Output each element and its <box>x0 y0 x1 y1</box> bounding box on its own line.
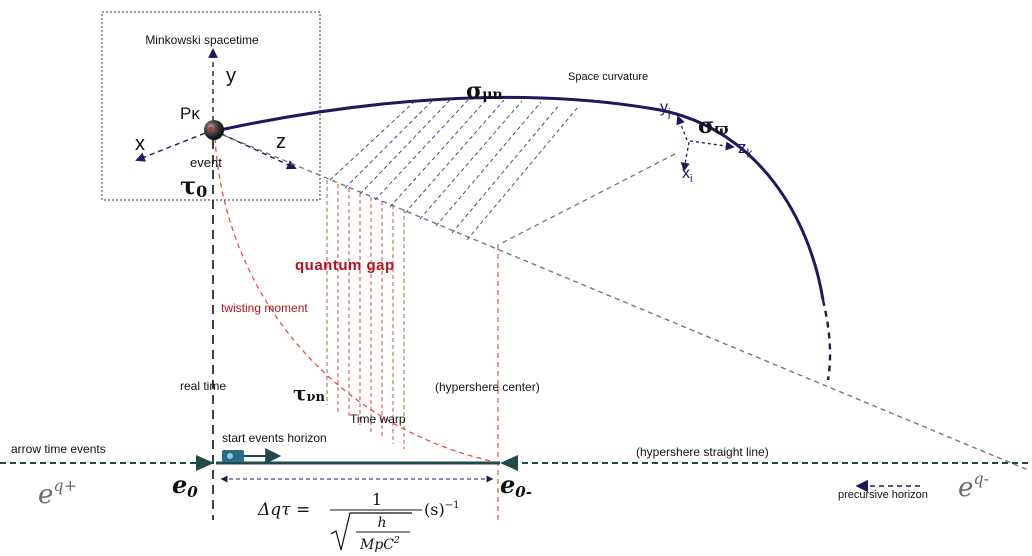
e-q-minus-label: eq- <box>958 469 989 503</box>
z-axis-line <box>212 129 297 170</box>
hypersphere-line-label: (hypershere straight line) <box>636 445 769 459</box>
time-warp-label: Time warp <box>350 412 406 426</box>
delta-q-tau-formula: Δqτ = 1 h MpC2 (s)−1 <box>257 490 459 553</box>
twisting-curve <box>214 137 501 464</box>
space-curvature-label: Space curvature <box>568 71 648 83</box>
formula-lhs: Δqτ = <box>257 500 310 520</box>
xi-axis-line <box>680 141 690 172</box>
space-curvature-arc <box>219 95 825 301</box>
sigma-varpi-label: σϖ <box>698 113 729 139</box>
time-warp-lines <box>326 180 405 449</box>
e0-minus-label: e0- <box>500 470 532 501</box>
tau0-label: τ0 <box>180 171 207 201</box>
formula-denominator: MpC2 <box>359 536 400 553</box>
hypersphere-center-label: (hypershere center) <box>435 380 540 394</box>
e0-arrowhead <box>196 455 214 471</box>
x-axis-line <box>135 129 214 162</box>
e-q-plus-label: eq+ <box>38 476 77 510</box>
xi-label: xi <box>682 165 692 185</box>
real-time-label: real time <box>180 379 226 393</box>
minkowski-title: Minkowski spacetime <box>145 33 259 47</box>
quantum-gap-label: quantum gap <box>295 257 395 274</box>
yj-axis-line <box>676 115 688 141</box>
p-kappa-label: Pκ <box>180 104 200 123</box>
y-axis-label: y <box>226 65 236 87</box>
z-axis-label: z <box>276 131 286 153</box>
e0-label: e0 <box>172 470 198 501</box>
arrow-time-events-label: arrow time events <box>11 442 106 456</box>
curvature-return-line <box>497 153 676 246</box>
sigma-mu-n-label: σμn <box>466 78 503 104</box>
device-icon <box>222 448 282 464</box>
event-label: event <box>190 155 222 170</box>
curvature-shading <box>329 99 579 241</box>
arc-dashed-tail <box>821 299 832 381</box>
tau-nu-n-label: τνn <box>293 381 325 405</box>
e0-minus-arrowhead <box>500 455 518 471</box>
precursive-horizon-label: precursive horizon <box>838 489 928 501</box>
sphere-icon <box>204 120 224 140</box>
formula-radical <box>330 512 412 551</box>
projection-line <box>215 131 1029 471</box>
formula-h: h <box>377 515 386 531</box>
twisting-moment-label: twisting moment <box>221 301 308 315</box>
formula-numerator: 1 <box>372 490 382 509</box>
zk-axis-line <box>689 140 735 151</box>
yj-label: yj <box>660 99 670 119</box>
x-axis-label: x <box>135 133 145 155</box>
start-events-horizon-label: start events horizon <box>222 431 327 445</box>
minkowski-box <box>101 11 321 201</box>
formula-s-term: (s)−1 <box>424 500 459 519</box>
zk-label: zk <box>738 138 754 160</box>
